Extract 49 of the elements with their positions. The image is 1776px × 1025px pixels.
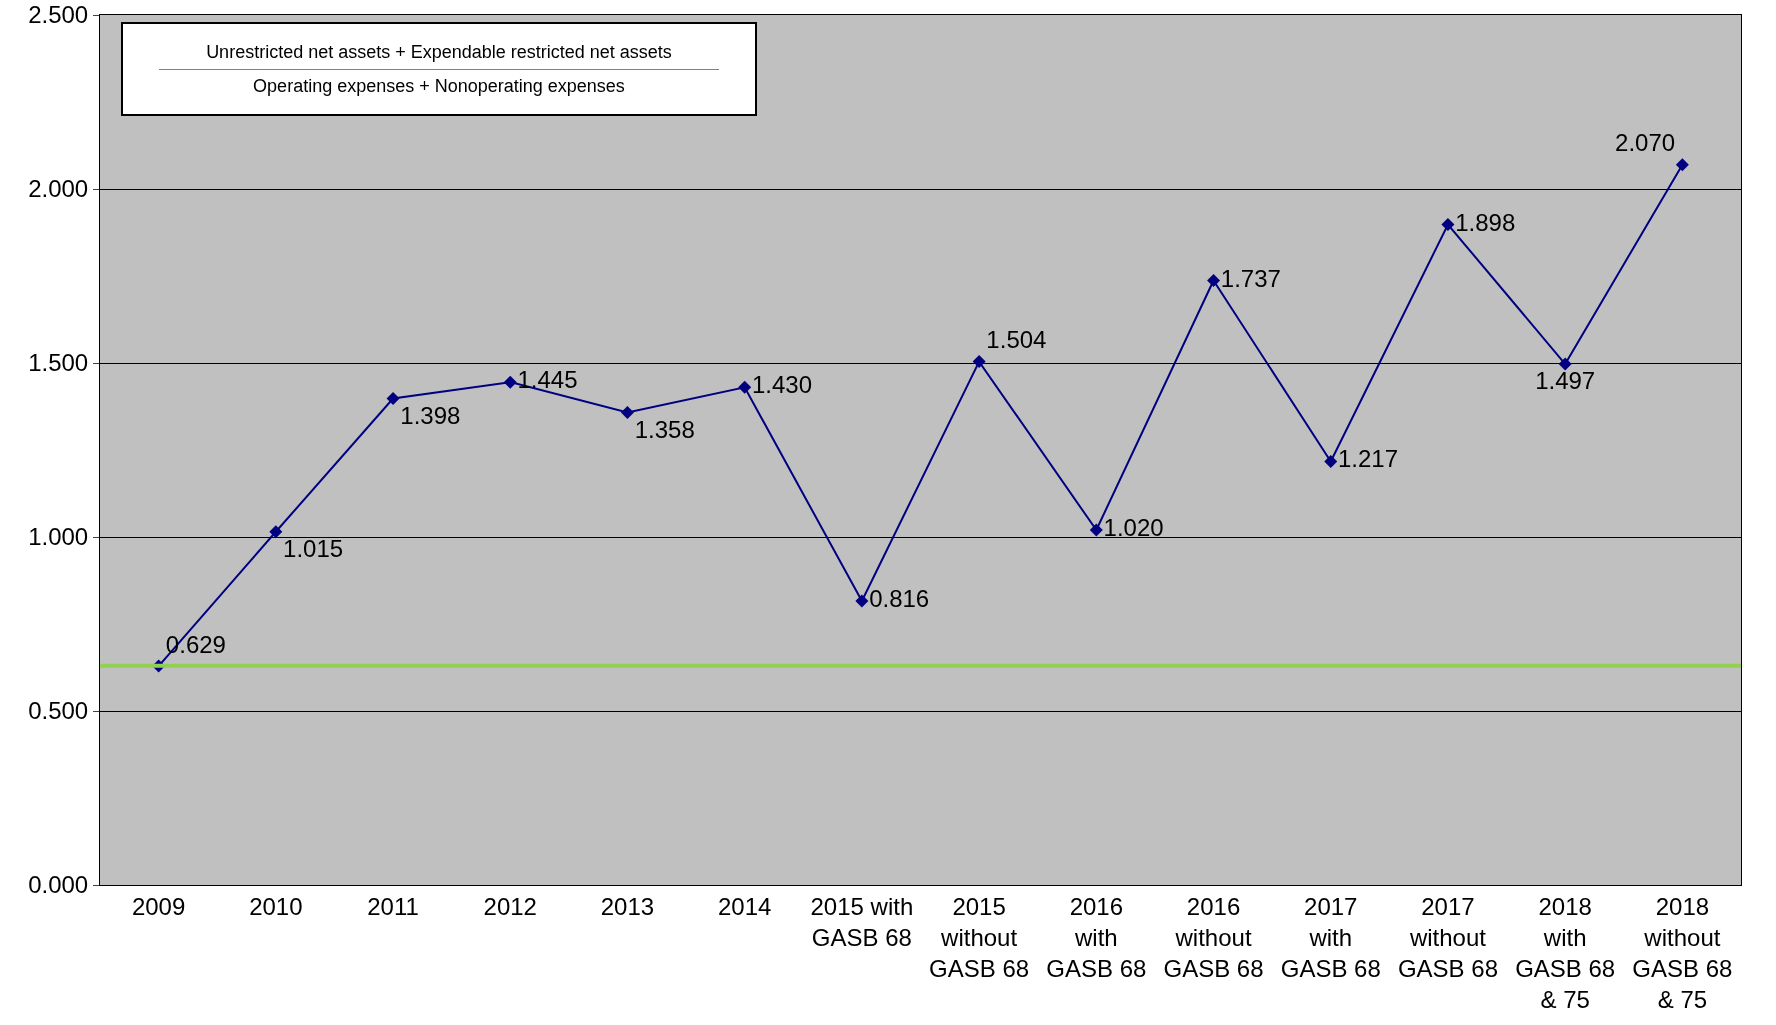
x-tick-label: 2014 [717,892,772,920]
x-tick-label: 2015 with GASB 68 [810,892,914,951]
x-tick-label: 2011 [367,892,419,920]
point [972,355,986,369]
y-tick-label: 0.500 [28,697,89,725]
point [1089,523,1103,537]
data-label: 1.020 [1103,514,1164,542]
y-tick-label: 1.000 [28,523,89,551]
point [386,392,400,405]
x-tick-label: 2017 without GASB 68 [1397,892,1498,983]
point [1207,274,1221,288]
annotation: Operating expenses + Nonoperating expenses [253,75,625,97]
y-tick-label: 2.500 [28,1,89,29]
x-tick-label: 2016 without GASB 68 [1163,892,1264,983]
point [855,594,869,608]
data-label: 2.070 [1615,129,1676,157]
point [620,405,634,419]
data-label: 1.398 [400,401,461,429]
x-tick-label: 2015 without GASB 68 [929,892,1030,983]
annotation: Unrestricted net assets + Expendable restricted net assets [206,41,672,63]
point [738,380,752,394]
data-label: 1.430 [751,371,812,399]
y-tick-label: 0.000 [28,871,89,899]
data-label: 1.015 [283,535,344,563]
point [269,525,283,539]
point [1324,454,1338,468]
y-tick-label: 1.500 [28,349,89,377]
data-label: 1.898 [1455,208,1516,236]
point [503,375,517,389]
point [1558,357,1572,371]
y-tick-label: 2.000 [28,175,89,203]
x-tick-label: 2010 [249,892,303,920]
x-tick-label: 2013 [600,892,655,920]
x-tick-label: 2017 with GASB 68 [1280,892,1381,983]
x-tick-label: 2016 with GASB 68 [1046,892,1147,983]
x-tick-label: 2018 without GASB 68 & 75 [1632,892,1733,1014]
data-label: 1.358 [634,415,695,443]
data-label: 1.497 [1535,367,1596,395]
x-tick-label: 2009 [131,892,186,920]
data-label: 1.217 [1338,445,1399,473]
x-tick-label: 2018 with GASB 68 & 75 [1515,892,1616,1014]
data-label: 1.504 [986,326,1047,354]
data-label: 0.816 [869,585,930,613]
formula-box: Unrestricted net assets + Expendable restricted net assets Operating expenses + Nonoperating expenses [121,22,757,116]
point [1675,158,1689,172]
data-label: 1.445 [517,366,578,394]
x-tick-label: 2012 [483,892,537,920]
data-label: 1.737 [1220,264,1281,292]
point [1441,218,1455,231]
